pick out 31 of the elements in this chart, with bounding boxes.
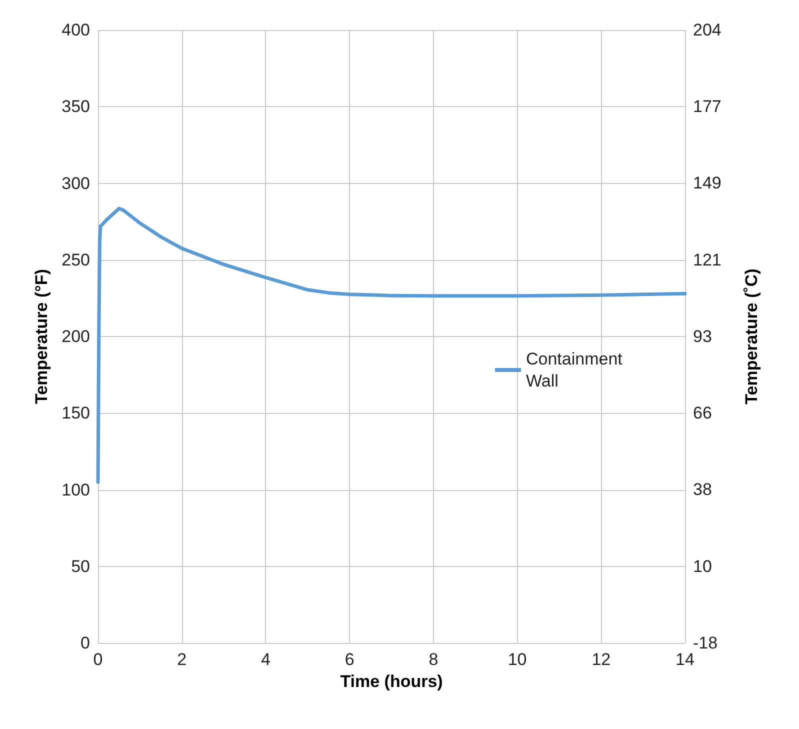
- y-tick-label: 350: [62, 97, 90, 116]
- y-axis-title: Temperature (°F): [32, 269, 51, 404]
- y2-tick-label: 66: [693, 403, 712, 422]
- y-tick-label: 400: [62, 20, 90, 40]
- y2-tick-label: 177: [693, 96, 722, 116]
- x-tick-label: 8: [428, 650, 438, 669]
- x-axis-title: Time (hours): [340, 672, 443, 691]
- x-tick-label: 0: [93, 650, 103, 669]
- x-tick-label: 6: [344, 650, 354, 669]
- y-tick-label: 0: [80, 634, 90, 652]
- y2-tick-label: 10: [693, 556, 712, 576]
- y-tick-label: 200: [62, 327, 90, 346]
- line-series: [96, 206, 687, 484]
- y-tick-label: 150: [62, 404, 90, 423]
- y2-tick-label: 149: [693, 174, 722, 193]
- y2-axis-title: Temperature (˚C): [742, 268, 761, 404]
- x-tick-label: 12: [592, 650, 611, 669]
- x-tick-label: 10: [508, 650, 527, 669]
- x-tick-label: 2: [177, 650, 187, 669]
- y-tick-label: 300: [62, 174, 90, 193]
- y2-tick-label: 121: [693, 250, 722, 270]
- x-tick-label: 14: [676, 650, 694, 669]
- y-tick-label: 100: [62, 480, 90, 500]
- y-tick-label: 250: [62, 250, 90, 270]
- y2-tick-label: 38: [693, 480, 712, 500]
- y2-tick-label: 93: [693, 327, 712, 346]
- legend-label: Containment Wall: [526, 350, 628, 390]
- y2-tick-label: 204: [693, 20, 722, 40]
- y-tick-label: 50: [71, 556, 90, 576]
- y2-tick-label: -18: [693, 634, 718, 652]
- x-tick-label: 4: [260, 650, 270, 669]
